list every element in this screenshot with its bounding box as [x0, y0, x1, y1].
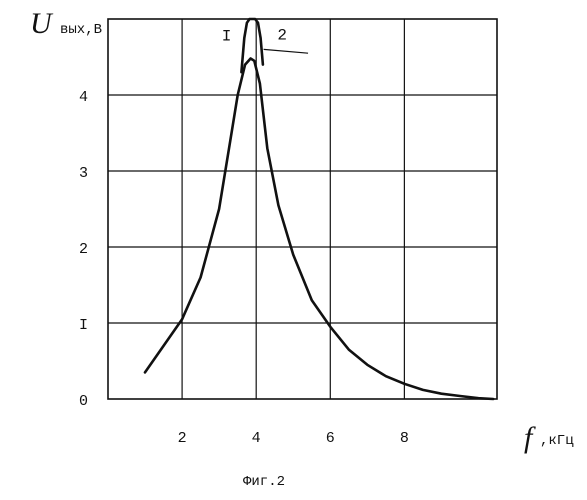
curve-label-I: I	[222, 27, 232, 45]
chart-tick-labels: 2 4 6 8 0 I 2 3 4	[79, 89, 409, 447]
y-tick-label: 4	[79, 89, 88, 106]
x-axis-symbol: f	[524, 421, 536, 454]
y-tick-label: 2	[79, 241, 88, 258]
y-axis-unit: вых,В	[60, 22, 102, 38]
y-tick-label: 3	[79, 165, 88, 182]
chart-curve-labels: I2	[222, 27, 308, 54]
y-axis-symbol: U	[30, 7, 54, 40]
chart-series	[145, 19, 493, 399]
x-axis-unit: ,кГц	[540, 433, 574, 449]
y-tick-label: 0	[79, 393, 88, 410]
series-line-2	[145, 59, 493, 400]
curve-label-2: 2	[277, 27, 287, 45]
curve-label-leader	[264, 49, 308, 53]
y-tick-label: I	[79, 317, 88, 334]
x-tick-label: 6	[326, 430, 335, 447]
x-tick-label: 2	[178, 430, 187, 447]
x-tick-label: 8	[400, 430, 409, 447]
x-tick-label: 4	[252, 430, 261, 447]
figure-caption: Фиг.2	[243, 474, 285, 490]
